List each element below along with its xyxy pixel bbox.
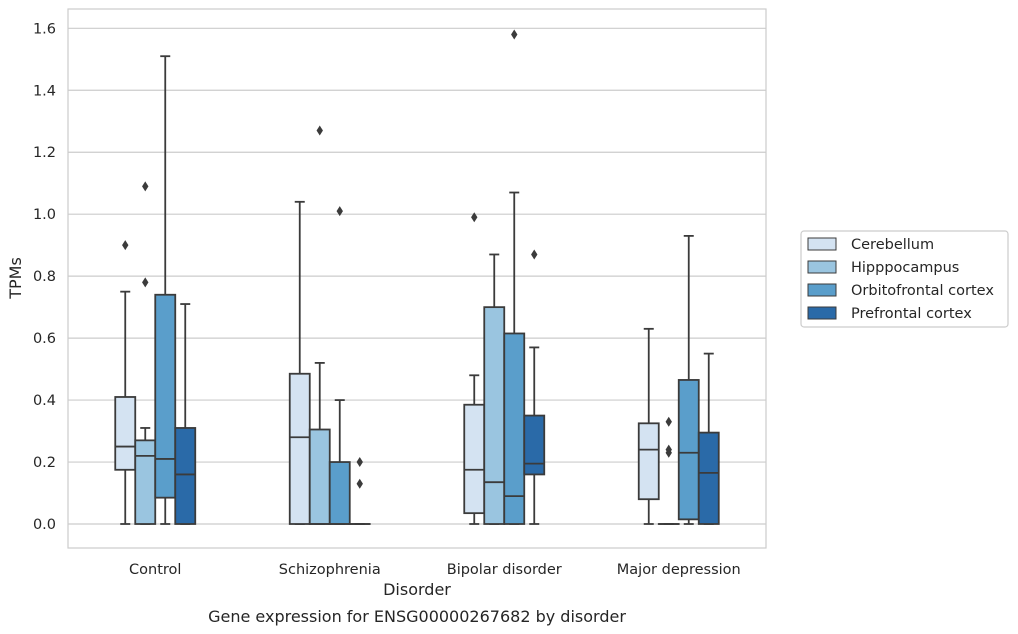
x-tick-label: Schizophrenia <box>279 562 381 578</box>
outlier-point <box>122 240 129 251</box>
legend-frame <box>800 230 1009 328</box>
box-body <box>637 422 660 501</box>
box-body <box>523 414 546 476</box>
legend-entry-label: Hipppocampus <box>851 260 959 276</box>
x-tick-label: Bipolar disorder <box>447 562 562 578</box>
box-prefrontal-cortex <box>697 352 720 525</box>
x-tick-label: Major depression <box>617 562 741 578</box>
outlier-point <box>142 181 149 192</box>
legend: Cerebellum Hipppocampus Orbitofrontal cort… <box>800 230 1009 328</box>
y-tick-label: 0.4 <box>33 393 56 409</box>
box-hipppocampus <box>657 416 680 525</box>
box-body <box>463 403 486 515</box>
box-hipppocampus <box>134 181 157 525</box>
y-tick-label: 0.8 <box>33 269 56 285</box>
box-body <box>677 379 700 521</box>
box-body <box>483 306 506 525</box>
box-body <box>134 439 157 525</box>
legend-swatch <box>807 306 837 320</box>
box-body <box>288 372 311 525</box>
x-tick-labels: Control Schizophrenia Bipolar disorder Majo… <box>129 562 741 578</box>
legend-entry-label: Orbitofrontal cortex <box>851 283 994 299</box>
outlier-point <box>356 478 363 489</box>
legend-entry-label: Prefrontal cortex <box>851 306 972 322</box>
outlier-point <box>356 457 363 468</box>
y-tick-label: 0.6 <box>33 331 56 347</box>
box-orbitofrontal-cortex <box>677 234 700 525</box>
outlier-point <box>531 249 538 260</box>
box-prefrontal-cortex <box>174 303 197 525</box>
box-body <box>174 427 197 525</box>
y-axis-label: TPMs <box>6 257 25 300</box>
outlier-point <box>142 277 149 288</box>
outlier-point <box>336 206 343 217</box>
box-cerebellum <box>463 212 486 525</box>
box-cerebellum <box>114 240 137 525</box>
y-tick-label: 0.2 <box>33 455 56 471</box>
outlier-point <box>511 29 518 40</box>
legend-swatch <box>807 260 837 274</box>
y-tick-labels: 0.0 0.2 0.4 0.6 0.8 1.0 1.2 1.4 1.6 <box>33 21 56 533</box>
legend-swatch <box>807 237 837 251</box>
box-body <box>328 461 351 525</box>
outlier-point <box>471 212 478 223</box>
box-orbitofrontal-cortex <box>154 55 177 525</box>
box-cerebellum <box>637 327 660 525</box>
y-tick-label: 1.4 <box>33 83 56 99</box>
boxes <box>114 29 720 525</box>
box-orbitofrontal-cortex <box>328 206 351 525</box>
plot-frame <box>67 8 767 549</box>
box-hipppocampus <box>483 253 506 525</box>
outlier-point <box>665 416 672 427</box>
x-tick-label: Control <box>129 562 181 578</box>
box-hipppocampus <box>308 125 331 525</box>
box-body <box>697 431 720 525</box>
box-prefrontal-cortex <box>348 457 371 525</box>
x-axis-label: Disorder <box>383 580 451 599</box>
box-prefrontal-cortex <box>523 249 546 525</box>
chart-caption: Gene expression for ENSG00000267682 by d… <box>208 607 626 626</box>
y-tick-label: 1.0 <box>33 207 56 223</box>
legend-swatch <box>807 283 837 297</box>
outlier-point <box>665 444 672 455</box>
box-cerebellum <box>288 200 311 525</box>
y-tick-label: 1.2 <box>33 145 56 161</box>
box-body <box>154 293 177 499</box>
box-body <box>308 428 331 525</box>
outlier-point <box>316 125 323 136</box>
legend-entry-label: Cerebellum <box>851 237 934 253</box>
box-body <box>114 396 137 471</box>
y-tick-label: 0.0 <box>33 517 56 533</box>
y-tick-label: 1.6 <box>33 21 56 37</box>
